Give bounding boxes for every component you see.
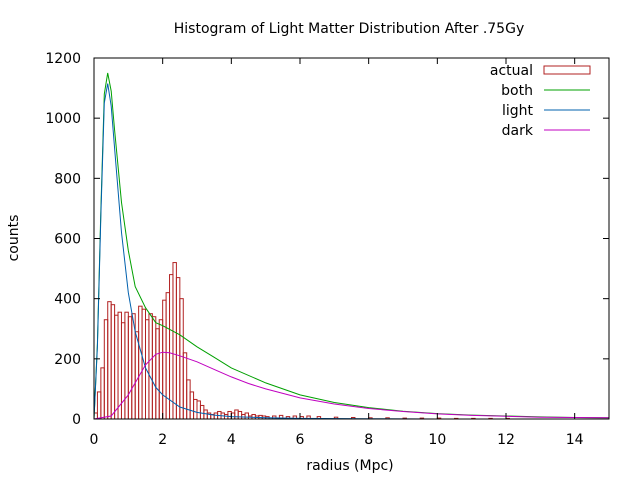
histogram-bar [169, 274, 174, 420]
x-tick-label: 14 [566, 432, 584, 448]
x-tick-label: 6 [296, 432, 305, 448]
histogram-bar [103, 319, 109, 420]
y-tick-label: 400 [54, 292, 81, 308]
histogram-bar [96, 391, 102, 420]
histogram-bar [114, 314, 119, 420]
histogram-bar [186, 379, 191, 420]
histogram-bar [189, 391, 195, 420]
histogram-bar [165, 292, 171, 420]
histogram-bar [179, 298, 184, 420]
histogram-bar [158, 319, 164, 420]
histogram-bar [120, 322, 126, 420]
histogram-bar [151, 316, 157, 420]
y-tick-label: 1000 [45, 111, 81, 127]
histogram-bar [193, 398, 198, 420]
legend-swatch-actual [543, 65, 591, 75]
histogram-bar [127, 316, 133, 420]
y-tick-label: 800 [54, 171, 81, 187]
x-tick-label: 8 [364, 432, 373, 448]
legend-label: light [502, 103, 534, 119]
histogram-bar [117, 311, 122, 420]
x-axis-ticks: 0 2 4 6 8 10 12 14 [90, 58, 584, 448]
histogram-bar [230, 412, 236, 420]
histogram-bar [124, 311, 129, 420]
histogram-bar [203, 409, 208, 420]
x-tick-label: 10 [428, 432, 446, 448]
histogram-bar [138, 305, 143, 420]
legend-label: actual [490, 63, 533, 79]
histogram-bar [107, 301, 112, 420]
histogram-bar [196, 400, 201, 420]
legend: actual both light dark [490, 63, 591, 139]
y-axis-label: counts [6, 215, 22, 262]
histogram-bar [227, 410, 232, 420]
fit-curves [93, 72, 610, 420]
legend-label: both [501, 83, 533, 99]
histogram-bar [213, 412, 219, 420]
histogram-bar [110, 304, 116, 420]
y-tick-label: 600 [54, 232, 81, 248]
histogram-bar [100, 367, 105, 420]
series-line-light [93, 83, 609, 420]
histogram-bar [244, 412, 249, 420]
histogram-bar [172, 262, 177, 420]
histogram-bar [134, 331, 140, 420]
legend-label: dark [502, 123, 534, 139]
series-line-dark [93, 351, 610, 420]
histogram-bar [234, 409, 239, 420]
y-axis-ticks: 0 200 400 600 800 1000 1200 [45, 51, 609, 428]
x-tick-label: 12 [497, 432, 515, 448]
x-tick-label: 4 [227, 432, 236, 448]
y-tick-label: 0 [72, 412, 81, 428]
histogram-bar [148, 313, 153, 420]
x-tick-label: 0 [90, 432, 99, 448]
histogram-bar [141, 308, 146, 420]
histogram-bar [175, 277, 181, 420]
histogram-bar [237, 410, 243, 420]
histogram-bar [251, 413, 256, 420]
x-axis-label: radius (Mpc) [306, 458, 393, 474]
y-tick-label: 200 [54, 352, 81, 368]
histogram-bar [155, 328, 160, 420]
histogram-bar [162, 299, 167, 420]
x-tick-label: 2 [158, 432, 167, 448]
histogram-bar [199, 404, 205, 420]
chart-title: Histogram of Light Matter Distribution A… [174, 21, 524, 37]
y-tick-label: 1200 [45, 51, 81, 67]
